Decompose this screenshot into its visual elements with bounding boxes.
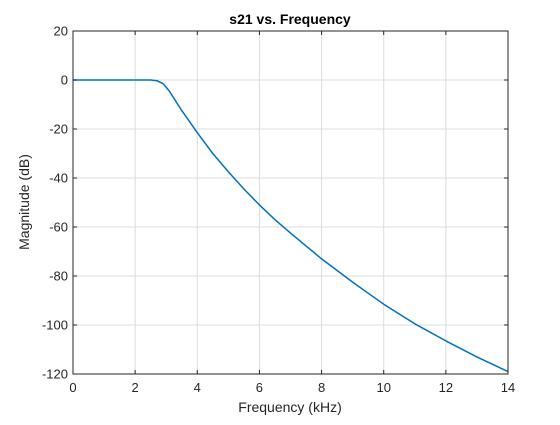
ticks: 0 2 4 6 8 10 12 14 20 0 -20 -40 -60 -80 -100 -120 [42, 24, 515, 396]
plot-series [73, 79, 509, 373]
x-axis-label: Frequency (kHz) [238, 399, 341, 415]
plot-area-border [72, 30, 509, 375]
y-tick-label: 20 [54, 24, 68, 39]
y-tick-label: -80 [49, 269, 68, 284]
x-tick-label: 6 [256, 380, 263, 395]
y-tick-label: -60 [49, 220, 68, 235]
y-tick-label: -20 [49, 122, 68, 137]
x-tick-label: 4 [194, 380, 201, 395]
x-tick-label: 14 [501, 380, 515, 395]
y-tick-label: 0 [61, 73, 68, 88]
x-tick-label: 0 [69, 380, 76, 395]
y-tick-label: -40 [49, 171, 68, 186]
x-tick-label: 10 [376, 380, 390, 395]
series-line [73, 79, 509, 373]
x-tick-label: 12 [439, 380, 453, 395]
chart-title: s21 vs. Frequency [229, 11, 351, 27]
x-tick-label: 2 [132, 380, 139, 395]
grid [72, 30, 509, 375]
y-tick-label: -120 [42, 367, 68, 382]
y-tick-label: -100 [42, 318, 68, 333]
y-axis-label: Magnitude (dB) [16, 154, 32, 250]
x-tick-label: 8 [318, 380, 325, 395]
